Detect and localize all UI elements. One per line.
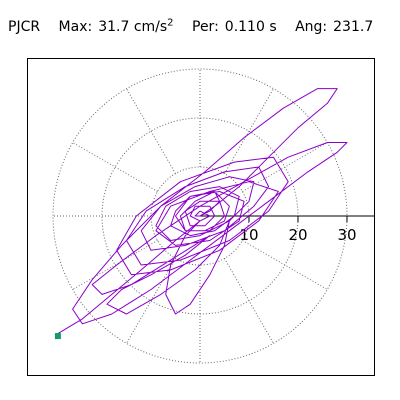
station-code: PJCR (8, 18, 41, 35)
max-point-marker (54, 333, 61, 340)
ang-value: 231.7 (333, 18, 374, 35)
grid-spoke-300 (224, 258, 274, 344)
grid-spoke-210 (72, 240, 158, 290)
radial-tick-label-1: 10 (239, 226, 258, 244)
radial-tick-label-3: 30 (337, 226, 356, 244)
motion-trace (57, 88, 348, 335)
period-readout: Per: 0.110 s (192, 19, 277, 35)
header-readout: PJCR Max: 31.7 cm/s2 Per: 0.110 s Ang: 231.… (8, 17, 387, 35)
max-exponent: 2 (167, 17, 174, 28)
plot-frame (27, 58, 375, 376)
grid-spoke-330 (242, 240, 328, 290)
grid-spoke-60 (224, 88, 274, 174)
max-value: 31.7 cm/s (98, 18, 168, 35)
max-label: Max: (58, 18, 93, 35)
max-readout: Max: 31.7 cm/s2 (58, 17, 174, 35)
angle-readout: Ang: 231.7 (295, 19, 373, 35)
grid-spoke-240 (126, 258, 176, 344)
grid-spoke-150 (72, 142, 158, 192)
radial-tick-label-2: 20 (288, 226, 307, 244)
grid-spoke-30 (242, 142, 328, 192)
per-value: 0.110 s (224, 18, 277, 35)
per-label: Per: (192, 18, 219, 35)
ang-label: Ang: (295, 18, 328, 35)
grid-spoke-120 (126, 88, 176, 174)
